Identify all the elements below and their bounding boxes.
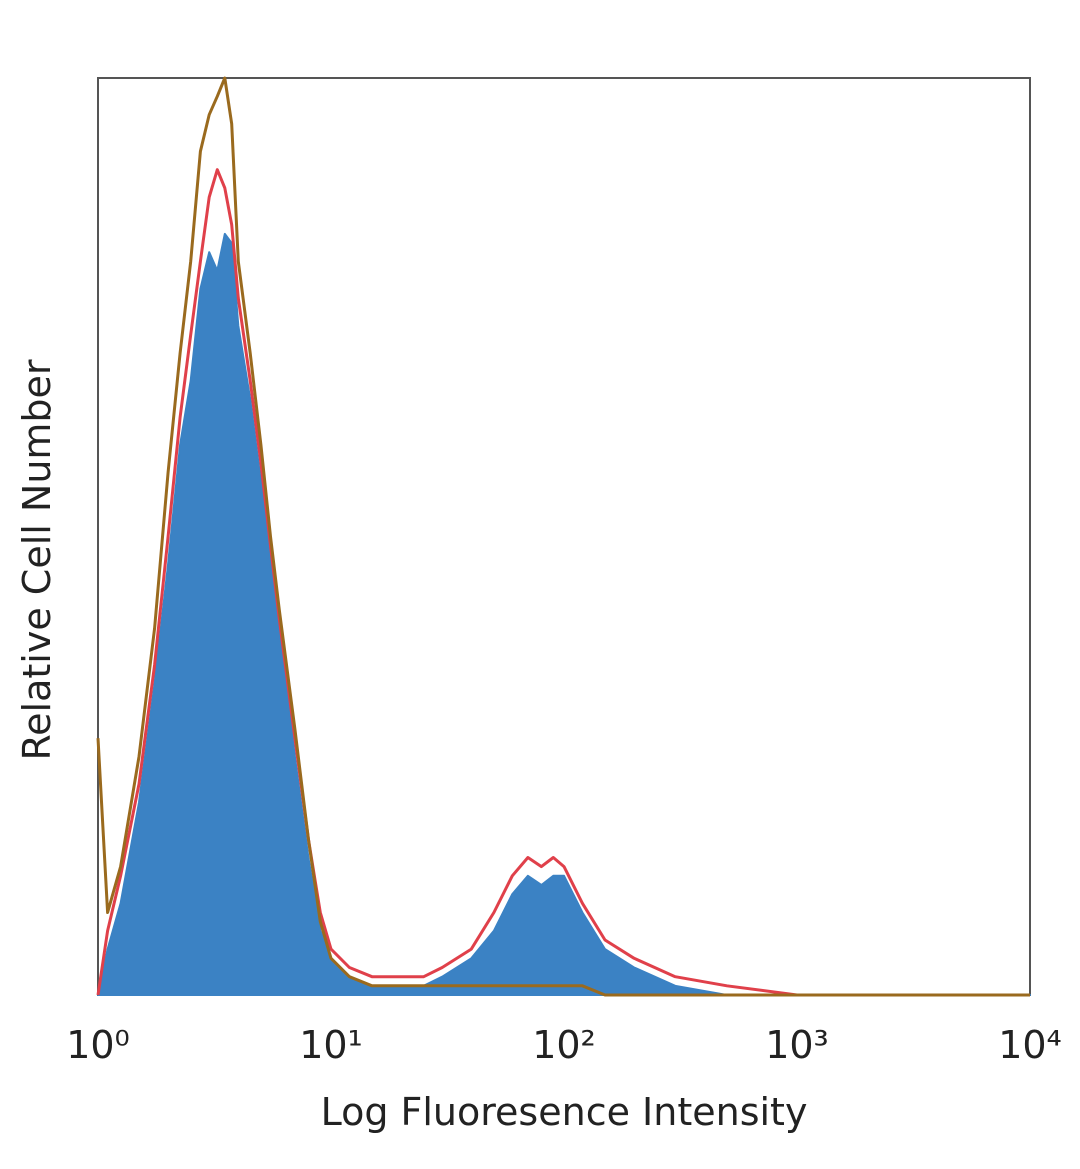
x-tick-label: 10¹ [299, 1023, 363, 1067]
plot-area [96, 76, 1031, 997]
y-axis-label: Relative Cell Number [15, 359, 59, 760]
histogram-line [96, 76, 1030, 997]
x-axis-label: Log Fluoresence Intensity [321, 1090, 808, 1134]
x-tick-label: 10⁰ [66, 1023, 130, 1067]
x-tick-label: 10³ [765, 1023, 829, 1067]
x-tick-label: 10⁴ [998, 1023, 1062, 1067]
x-tick-label: 10² [532, 1023, 596, 1067]
